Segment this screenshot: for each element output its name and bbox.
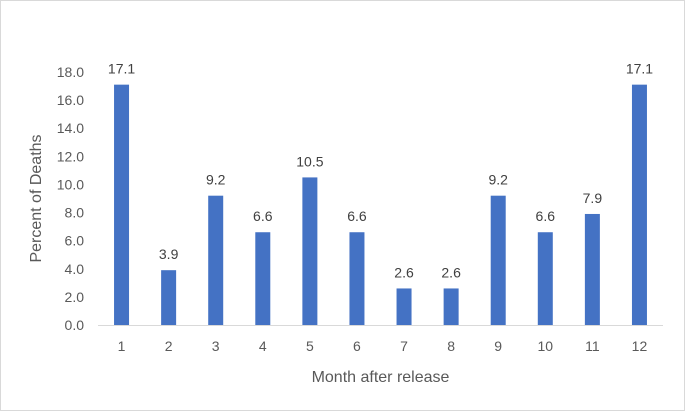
- y-tick-label: 16.0: [57, 92, 84, 108]
- bar: [255, 232, 271, 325]
- x-tick-label: 10: [538, 338, 554, 354]
- bar-value-label: 2.6: [441, 264, 461, 280]
- x-tick-label: 2: [165, 338, 173, 354]
- bar-value-label: 6.6: [253, 208, 273, 224]
- y-tick-label: 18.0: [57, 64, 84, 80]
- y-tick-label: 4.0: [65, 261, 85, 277]
- x-tick-label: 5: [306, 338, 314, 354]
- x-tick-label: 7: [400, 338, 408, 354]
- x-tick-label: 9: [494, 338, 502, 354]
- x-tick-label: 12: [632, 338, 648, 354]
- y-tick-label: 2.0: [65, 289, 85, 305]
- x-tick-label: 1: [118, 338, 126, 354]
- bar: [537, 232, 553, 325]
- bar-value-label: 17.1: [626, 61, 653, 77]
- bar: [443, 288, 459, 325]
- y-axis-ticks: 0.0 2.0 4.0 6.0 8.0 10.0 12.0 14.0 16.0 18.0: [57, 64, 84, 333]
- bar: [161, 270, 177, 325]
- x-tick-label: 11: [585, 338, 600, 354]
- bar-value-label: 6.6: [536, 208, 556, 224]
- bar: [396, 288, 412, 325]
- bar: [584, 213, 600, 325]
- bar: [114, 84, 130, 326]
- bar-value-label: 2.6: [394, 264, 414, 280]
- x-tick-label: 6: [353, 338, 361, 354]
- bar-value-label: 3.9: [159, 246, 179, 262]
- bar-value-label: 9.2: [488, 172, 508, 188]
- bar: [349, 232, 365, 325]
- y-tick-label: 12.0: [57, 148, 84, 164]
- bar: [302, 177, 318, 325]
- y-tick-label: 10.0: [57, 176, 84, 192]
- bar: [631, 84, 647, 326]
- y-tick-label: 8.0: [65, 205, 85, 221]
- x-tick-label: 8: [447, 338, 455, 354]
- y-tick-label: 0.0: [65, 317, 85, 333]
- bar-value-label: 9.2: [206, 172, 226, 188]
- y-tick-label: 6.0: [65, 233, 85, 249]
- bar-value-label: 17.1: [108, 61, 135, 77]
- bar-value-label: 6.6: [347, 208, 367, 224]
- x-axis-title: Month after release: [312, 369, 450, 386]
- x-tick-label: 4: [259, 338, 267, 354]
- x-axis-ticks: 1 2 3 4 5 6 7 8 9 10 11 12: [118, 338, 648, 354]
- bars: [114, 84, 647, 326]
- bar-value-label: 7.9: [583, 190, 603, 206]
- data-labels: 17.1 3.9 9.2 6.6 10.5 6.6 2.6 2.6 9.2 6.6 7.9 17.1: [108, 61, 653, 281]
- bar: [208, 195, 224, 325]
- x-tick-label: 3: [212, 338, 220, 354]
- bar: [490, 195, 506, 325]
- y-axis-title: Percent of Deaths: [28, 134, 45, 262]
- y-tick-label: 14.0: [57, 120, 84, 136]
- bar-value-label: 10.5: [296, 153, 323, 169]
